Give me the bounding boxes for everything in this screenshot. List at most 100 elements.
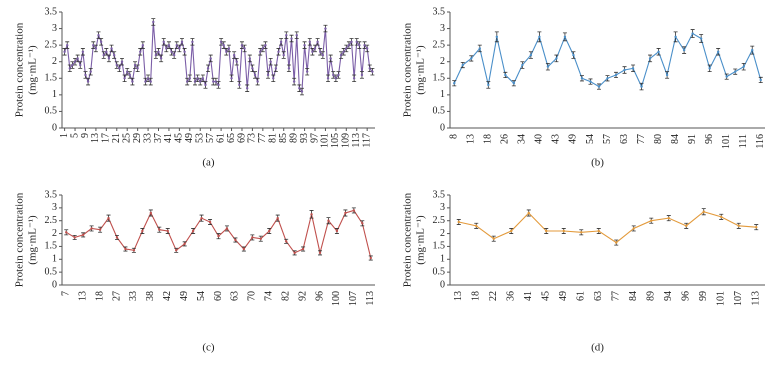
x-tick-label: 85 xyxy=(278,133,289,143)
point xyxy=(264,43,267,47)
point xyxy=(272,77,275,80)
point xyxy=(755,225,758,229)
x-tick-label: 25 xyxy=(122,133,133,143)
x-tick-label: 18 xyxy=(94,291,105,301)
point xyxy=(365,47,369,50)
y-tick-label: 0.5 xyxy=(433,266,446,277)
x-tick-label: 41 xyxy=(523,291,534,301)
y-axis-unit: (mg·mL⁻¹) xyxy=(27,215,39,265)
x-tick-label: 33 xyxy=(128,291,139,301)
x-tick-label: 45 xyxy=(174,133,185,143)
point xyxy=(492,237,495,240)
point xyxy=(214,80,218,83)
point xyxy=(112,53,116,57)
y-tick-label: 0 xyxy=(440,279,445,290)
point xyxy=(699,37,703,40)
point xyxy=(371,70,374,73)
point xyxy=(301,247,305,251)
point xyxy=(234,238,237,242)
y-tick-label: 1.5 xyxy=(45,241,58,252)
point xyxy=(266,73,270,77)
point xyxy=(152,20,155,24)
point xyxy=(631,67,635,70)
point xyxy=(97,34,100,37)
point xyxy=(287,67,291,70)
point xyxy=(131,80,134,83)
x-tick-label: 1 xyxy=(59,133,70,138)
y-axis-label: Protein concentration xyxy=(14,22,26,117)
x-tick-label: 13 xyxy=(90,133,101,143)
point xyxy=(284,240,288,243)
x-tick-label: 9 xyxy=(80,133,91,138)
point xyxy=(691,32,694,35)
point xyxy=(251,67,254,70)
point xyxy=(674,35,677,39)
point xyxy=(269,60,272,63)
point xyxy=(470,57,473,60)
y-tick-label: 2 xyxy=(52,56,57,67)
panel-caption: (a) xyxy=(202,157,215,169)
point xyxy=(650,219,653,222)
point xyxy=(648,57,652,60)
point xyxy=(300,90,304,93)
point xyxy=(510,229,513,233)
x-tick-label: 42 xyxy=(162,291,173,301)
point xyxy=(329,57,332,60)
x-tick-label: 77 xyxy=(636,134,647,144)
point xyxy=(115,236,119,239)
x-tick-label: 77 xyxy=(257,133,268,143)
x-tick-label: 33 xyxy=(142,133,153,143)
point xyxy=(73,236,76,239)
point xyxy=(759,78,762,82)
point xyxy=(311,50,314,53)
y-tick-label: 1 xyxy=(52,89,57,100)
point xyxy=(99,40,103,44)
point xyxy=(277,50,280,53)
x-tick-label: 101 xyxy=(320,133,331,148)
panel-caption: (d) xyxy=(591,342,604,354)
point xyxy=(248,57,251,60)
point xyxy=(191,229,195,233)
data-line xyxy=(64,21,373,94)
point xyxy=(136,67,139,70)
x-tick-label: 57 xyxy=(602,134,613,144)
point xyxy=(243,47,246,50)
point xyxy=(175,249,178,252)
point xyxy=(298,87,301,90)
x-tick-label: 7 xyxy=(61,291,72,296)
point xyxy=(204,83,207,87)
x-tick-label: 63 xyxy=(230,291,241,301)
point xyxy=(337,73,340,77)
x-tick-label: 18 xyxy=(471,291,482,301)
y-axis-label: Protein concentration xyxy=(14,192,26,287)
point xyxy=(90,227,93,230)
x-tick-label: 84 xyxy=(670,134,681,144)
point xyxy=(157,50,160,53)
point xyxy=(259,50,262,53)
point xyxy=(708,67,711,70)
point xyxy=(580,77,584,80)
point xyxy=(597,229,600,233)
point xyxy=(344,211,347,215)
x-tick-label: 89 xyxy=(288,133,299,143)
point xyxy=(65,231,68,234)
point xyxy=(238,83,241,87)
point xyxy=(186,80,189,83)
point xyxy=(256,80,259,83)
point xyxy=(657,50,660,53)
x-tick-label: 94 xyxy=(663,291,674,301)
point xyxy=(276,216,279,220)
point xyxy=(725,75,728,78)
point xyxy=(251,236,254,239)
point xyxy=(545,229,548,233)
point xyxy=(79,63,82,67)
point xyxy=(217,83,220,87)
point xyxy=(200,216,203,220)
point xyxy=(235,60,238,63)
x-tick-label: 41 xyxy=(163,133,174,143)
point xyxy=(716,50,720,53)
point xyxy=(685,224,688,228)
y-tick-label: 1.5 xyxy=(45,73,58,84)
point xyxy=(178,47,181,50)
x-tick-label: 34 xyxy=(517,134,528,144)
